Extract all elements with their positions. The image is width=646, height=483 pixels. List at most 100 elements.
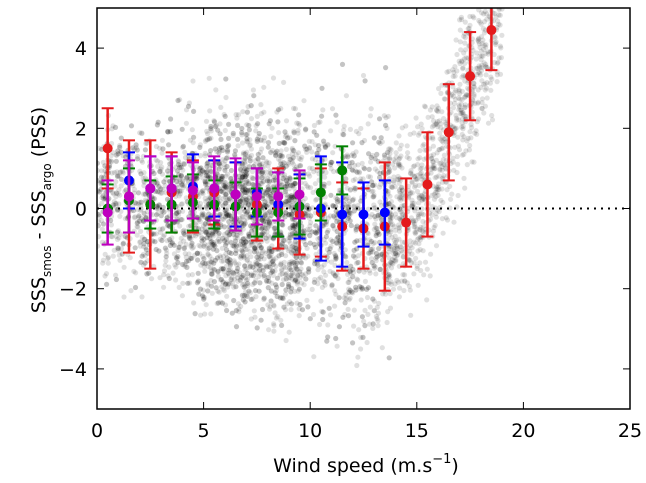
scatter-point — [311, 122, 317, 129]
scatter-point — [201, 169, 207, 175]
scatter-point — [333, 240, 339, 246]
scatter-point — [351, 153, 357, 159]
scatter-point — [249, 174, 255, 181]
scatter-point — [372, 182, 378, 188]
scatter-point — [277, 158, 283, 164]
scatter-point — [352, 255, 358, 261]
scatter-point — [467, 13, 473, 20]
scatter-point — [268, 270, 274, 276]
scatter-point — [244, 122, 250, 128]
scatter-point — [212, 243, 218, 249]
scatter-point — [186, 258, 192, 264]
scatter-point — [141, 262, 147, 268]
scatter-point — [207, 174, 213, 180]
scatter-point — [411, 260, 417, 266]
data-point — [337, 209, 348, 220]
scatter-point — [498, 45, 504, 51]
scatter-point — [327, 312, 334, 318]
scatter-point — [118, 231, 124, 237]
scatter-point — [299, 280, 305, 286]
scatter-point — [161, 284, 167, 290]
scatter-point — [355, 253, 361, 259]
scatter-point — [161, 232, 167, 238]
scatter-point — [359, 140, 365, 146]
scatter-point — [350, 290, 356, 296]
scatter-point — [240, 195, 247, 201]
scatter-point — [216, 230, 222, 236]
scatter-point — [218, 104, 224, 110]
scatter-point — [224, 163, 230, 170]
scatter-point — [177, 188, 183, 194]
scatter-point — [208, 123, 214, 130]
scatter-point — [410, 219, 416, 226]
scatter-point — [357, 237, 363, 243]
scatter-point — [197, 144, 203, 150]
scatter-point — [173, 277, 179, 283]
scatter-point — [306, 215, 312, 221]
scatter-point — [377, 174, 383, 181]
scatter-point — [386, 355, 392, 361]
scatter-point — [414, 176, 420, 182]
scatter-point — [306, 171, 312, 177]
scatter-point — [434, 207, 441, 213]
scatter-point — [198, 312, 204, 318]
scatter-point — [260, 267, 266, 274]
scatter-point — [296, 155, 302, 162]
scatter-point — [242, 174, 248, 180]
scatter-point — [208, 271, 215, 277]
scatter-point — [174, 178, 180, 184]
scatter-point — [471, 159, 477, 165]
scatter-point — [289, 244, 295, 250]
scatter-point — [286, 261, 292, 267]
scatter-point — [253, 277, 259, 283]
scatter-point — [237, 183, 243, 189]
scatter-point — [250, 176, 256, 182]
scatter-point — [367, 250, 373, 256]
scatter-point — [274, 275, 281, 281]
scatter-point — [377, 199, 383, 205]
scatter-point — [321, 262, 327, 268]
scatter-point — [245, 283, 251, 289]
scatter-point — [424, 266, 430, 272]
scatter-point — [165, 222, 171, 228]
scatter-point — [417, 247, 423, 253]
scatter-point — [377, 170, 383, 176]
scatter-point — [113, 179, 119, 185]
scatter-point — [168, 116, 174, 122]
scatter-point — [250, 273, 256, 279]
scatter-point — [252, 245, 258, 251]
scatter-point — [240, 109, 246, 115]
scatter-point — [223, 211, 229, 217]
scatter-point — [325, 322, 331, 328]
scatter-point — [225, 147, 231, 153]
scatter-point — [149, 276, 155, 282]
scatter-point — [467, 129, 473, 135]
scatter-point — [350, 253, 357, 259]
scatter-point — [350, 197, 356, 203]
scatter-point — [257, 280, 263, 286]
scatter-point — [244, 246, 250, 252]
scatter-point — [205, 252, 211, 258]
scatter-point — [218, 163, 224, 170]
scatter-point — [339, 131, 346, 137]
scatter-point — [379, 139, 385, 145]
scatter-point — [105, 255, 111, 262]
scatter-point — [431, 196, 438, 202]
scatter-point — [422, 104, 429, 110]
scatter-point — [387, 216, 393, 222]
scatter-point — [371, 308, 377, 314]
scatter-point — [479, 105, 485, 112]
scatter-point — [158, 166, 164, 172]
scatter-point — [260, 169, 266, 175]
scatter-point — [293, 249, 299, 255]
scatter-point — [242, 201, 248, 207]
scatter-point — [264, 178, 271, 184]
scatter-point — [385, 189, 391, 195]
scatter-point — [224, 230, 230, 236]
scatter-point — [472, 130, 478, 136]
scatter-point — [216, 239, 222, 245]
scatter-point — [207, 259, 213, 265]
scatter-point — [221, 224, 228, 230]
scatter-point — [282, 189, 289, 195]
scatter-point — [459, 59, 465, 65]
